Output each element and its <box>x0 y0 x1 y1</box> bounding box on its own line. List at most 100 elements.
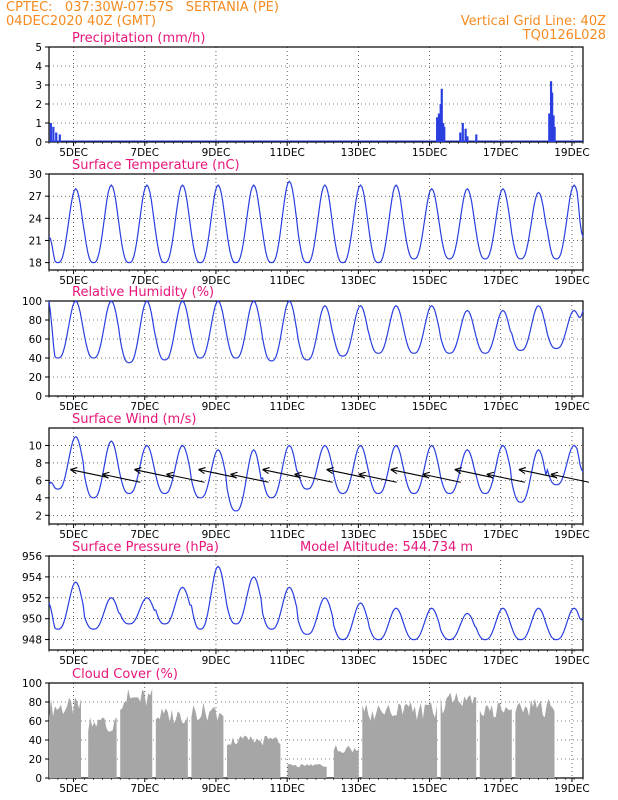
panel-title: Cloud Cover (%) <box>72 667 178 682</box>
wind-arrow-head <box>166 471 174 479</box>
wind-arrow <box>166 473 205 483</box>
cloud-area <box>287 763 327 778</box>
x-tick-label: 7DEC <box>130 147 159 159</box>
wind-arrow <box>262 469 301 479</box>
panel-title: Precipitation (mm/h) <box>72 31 205 46</box>
y-tick-label: 10 <box>29 440 42 452</box>
y-tick-label: 6 <box>35 475 42 487</box>
y-tick-label: 100 <box>22 296 42 308</box>
wind-arrow-head <box>326 467 334 474</box>
x-tick-label: 9DEC <box>202 147 231 159</box>
x-tick-label: 5DEC <box>59 783 88 795</box>
x-tick-label: 19DEC <box>554 529 589 541</box>
panel-frame <box>48 555 584 651</box>
x-tick-label: 13DEC <box>341 529 376 541</box>
x-tick-label: 11DEC <box>269 275 304 287</box>
wind-arrow-head <box>294 471 302 479</box>
header-grid-line: Vertical Grid Line: 40Z <box>460 14 606 29</box>
precip-bar <box>461 123 464 142</box>
y-tick-label: 40 <box>29 353 42 365</box>
x-tick-label: 15DEC <box>412 783 447 795</box>
x-tick-label: 11DEC <box>269 401 304 413</box>
wind-arrow <box>518 469 558 479</box>
x-tick-label: 7DEC <box>130 529 159 541</box>
x-tick-label: 5DEC <box>59 655 88 667</box>
panel-2: 5DEC 7DEC 9DEC 11DEC 13DEC 15DEC 17DEC 19DEC 18 2… <box>29 158 590 287</box>
y-tick-label: 18 <box>29 258 42 270</box>
y-tick-label: 5 <box>35 42 42 54</box>
x-tick-label: 19DEC <box>554 401 589 413</box>
cloud-area <box>155 708 188 778</box>
wind-arrow-head <box>518 467 527 474</box>
x-tick-label: 7DEC <box>130 783 159 795</box>
y-tick-label: 60 <box>29 334 42 346</box>
precip-bar <box>437 113 441 142</box>
y-tick-label: 3 <box>35 80 42 92</box>
cloud-area <box>227 735 281 778</box>
y-tick-label: 100 <box>22 678 42 690</box>
cloud-area <box>479 702 512 778</box>
cloud-area <box>333 745 359 778</box>
x-tick-label: 15DEC <box>412 147 447 159</box>
header-date: 04DEC2020 40Z (GMT) <box>6 14 157 29</box>
y-tick-label: 21 <box>29 235 42 247</box>
y-tick-label: 2 <box>35 99 42 111</box>
wind-arrow <box>422 473 461 483</box>
y-tick-label: 0 <box>35 391 42 403</box>
x-tick-label: 9DEC <box>202 401 231 413</box>
y-tick-label: 2 <box>35 510 42 522</box>
wind-arrow <box>454 469 493 479</box>
precip-bar <box>464 128 467 142</box>
x-tick-label: 9DEC <box>202 783 231 795</box>
y-tick-label: 1 <box>35 118 42 130</box>
x-tick-label: 13DEC <box>341 147 376 159</box>
y-tick-label: 0 <box>35 137 42 149</box>
x-tick-label: 19DEC <box>554 655 589 667</box>
y-tick-label: 4 <box>35 493 42 505</box>
y-tick-label: 950 <box>22 614 42 626</box>
wind-arrow-head <box>134 467 142 474</box>
precip-bar <box>436 117 439 142</box>
y-tick-label: 20 <box>29 754 42 766</box>
panel-4: 5DEC 7DEC 9DEC 11DEC 13DEC 15DEC 17DEC 19DEC 2 4 6… <box>29 412 590 541</box>
y-tick-label: 956 <box>22 551 42 563</box>
x-tick-label: 7DEC <box>130 655 159 667</box>
wind-arrow-head <box>486 471 495 479</box>
series-line <box>48 435 584 512</box>
wind-arrow <box>486 473 525 483</box>
x-tick-label: 19DEC <box>554 275 589 287</box>
x-tick-label: 5DEC <box>59 401 88 413</box>
x-tick-label: 17DEC <box>483 401 518 413</box>
panel-title: Surface Pressure (hPa) <box>72 540 219 555</box>
panel-frame <box>48 300 584 397</box>
cloud-area <box>440 692 477 778</box>
y-tick-label: 30 <box>29 169 42 181</box>
y-tick-label: 20 <box>29 372 42 384</box>
y-tick-label: 8 <box>35 458 42 470</box>
y-tick-label: 0 <box>35 773 42 785</box>
panel-title: Relative Humidity (%) <box>72 285 214 300</box>
x-tick-label: 17DEC <box>483 655 518 667</box>
precip-bar <box>49 123 52 142</box>
precip-bar <box>475 134 478 142</box>
y-tick-label: 60 <box>29 716 42 728</box>
wind-arrow <box>294 473 333 483</box>
panel-3: 5DEC 7DEC 9DEC 11DEC 13DEC 15DEC 17DEC 19DEC 0 20… <box>22 285 590 413</box>
precip-bar <box>58 134 61 142</box>
series-line <box>48 565 584 641</box>
y-tick-label: 24 <box>29 213 43 225</box>
x-tick-label: 15DEC <box>412 655 447 667</box>
wind-arrow-head <box>230 471 238 479</box>
cloud-area <box>515 698 555 778</box>
wind-arrow <box>390 469 429 479</box>
wind-arrow-head <box>102 471 110 479</box>
y-tick-label: 40 <box>29 735 42 747</box>
cloud-area <box>191 702 224 778</box>
wind-arrow <box>326 469 365 479</box>
x-tick-label: 19DEC <box>554 783 589 795</box>
x-tick-label: 13DEC <box>341 401 376 413</box>
y-tick-label: 27 <box>29 191 42 203</box>
panel-annotation: Model Altitude: 544.734 m <box>300 540 473 555</box>
x-tick-label: 7DEC <box>130 275 159 287</box>
precip-bar <box>548 113 551 142</box>
